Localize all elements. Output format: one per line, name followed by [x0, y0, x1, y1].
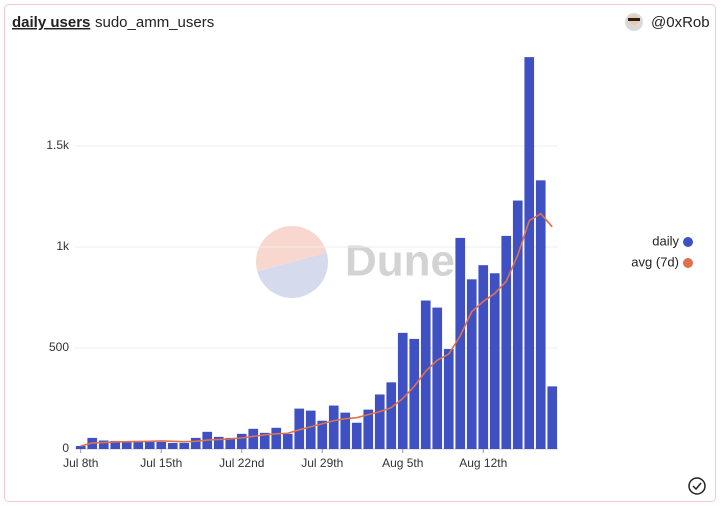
bar	[179, 442, 190, 449]
x-tick-label: Aug 12th	[459, 456, 507, 470]
legend-swatch	[683, 258, 693, 268]
bar	[501, 235, 512, 449]
user-name[interactable]: @0xRob	[651, 14, 710, 31]
bar	[340, 412, 351, 449]
bar	[455, 237, 466, 449]
bar	[351, 422, 362, 449]
bar	[294, 408, 305, 449]
y-tick-label: 500	[49, 340, 69, 354]
check-icon[interactable]	[688, 477, 706, 495]
x-tick-label: Jul 22nd	[219, 456, 264, 470]
bar	[305, 410, 316, 449]
tab-active[interactable]: daily users	[12, 14, 90, 31]
bar	[328, 405, 339, 449]
bar	[144, 440, 155, 449]
bar	[478, 265, 489, 449]
bar	[133, 440, 144, 449]
watermark-text: Dune	[345, 237, 455, 286]
bar	[98, 440, 109, 449]
bar	[317, 420, 328, 449]
bar	[363, 409, 374, 449]
x-tick-label: Aug 5th	[382, 456, 423, 470]
bar	[110, 440, 121, 449]
bar	[167, 442, 178, 449]
legend-label: daily	[652, 233, 679, 248]
line	[80, 212, 553, 447]
y-tick-label: 1k	[56, 239, 70, 253]
bar	[466, 279, 477, 449]
bar	[420, 300, 431, 449]
bar	[156, 441, 167, 449]
bar	[259, 432, 270, 449]
bar	[75, 445, 86, 449]
bar	[248, 428, 259, 449]
bar	[236, 433, 247, 449]
y-tick-label: 1.5k	[46, 138, 70, 152]
x-tick-label: Jul 29th	[301, 456, 343, 470]
bar	[547, 386, 558, 449]
bar	[524, 57, 535, 450]
avatar	[625, 13, 643, 31]
bar	[409, 338, 420, 449]
bar	[271, 427, 282, 449]
bar	[121, 441, 132, 449]
bar	[443, 349, 454, 449]
bar	[432, 307, 443, 449]
legend-swatch	[683, 237, 693, 247]
legend-label: avg (7d)	[631, 254, 679, 269]
bar	[397, 332, 408, 449]
bar	[374, 394, 385, 449]
y-tick-label: 0	[62, 441, 69, 455]
bar	[386, 382, 397, 449]
bar	[512, 200, 523, 449]
x-tick-label: Jul 8th	[63, 456, 98, 470]
bar	[489, 273, 500, 449]
bar	[535, 180, 546, 449]
bar	[190, 437, 201, 449]
watermark	[256, 226, 328, 298]
x-tick-label: Jul 15th	[140, 456, 182, 470]
bar	[225, 437, 236, 449]
bar	[213, 436, 224, 449]
tab[interactable]: sudo_amm_users	[95, 14, 214, 31]
bar	[282, 433, 293, 449]
